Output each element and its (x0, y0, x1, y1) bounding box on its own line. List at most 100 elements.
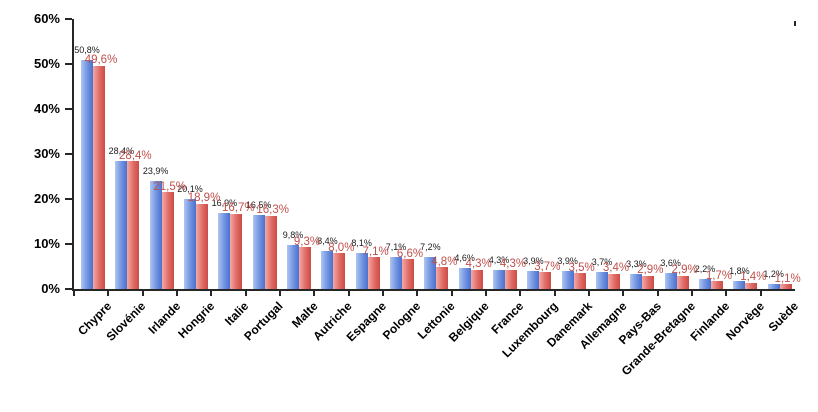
bar-red (505, 269, 517, 289)
value-label-red: 3,5% (568, 261, 595, 274)
bar-blue (664, 272, 677, 289)
value-label-blue: 28,4% (108, 146, 135, 157)
x-axis-label: Malte (288, 299, 321, 331)
value-label-blue: 23,9% (142, 166, 169, 177)
value-label-red: 21,5% (153, 180, 186, 193)
bar-red (573, 273, 586, 289)
y-axis-tick (65, 153, 72, 155)
y-axis-tick (65, 63, 72, 65)
bar-red (230, 213, 243, 289)
bar-blue (767, 283, 780, 289)
value-label-blue: 1,2% (763, 268, 784, 279)
value-label-red: 1,7% (705, 269, 733, 282)
x-axis-tick (382, 291, 384, 296)
bar-red (745, 282, 758, 289)
x-axis-tick (313, 291, 316, 296)
x-axis-tick (622, 291, 625, 296)
value-label-red: 2,9% (671, 264, 698, 277)
plot-area: 50,8% 49,6% Chypre 28,4% 28,4% Slovénie 23,9% 2… (65, 18, 801, 378)
value-label-red: 16,3% (256, 204, 289, 217)
value-label-blue: 7,2% (420, 241, 441, 252)
value-label-red: 2,9% (637, 264, 664, 277)
value-label-red: 3,4% (602, 262, 630, 275)
x-axis-tick (210, 291, 213, 296)
x-axis-label: Italie (222, 299, 252, 329)
y-axis-tick-label: 40% (33, 101, 60, 116)
bar-blue (149, 181, 162, 289)
value-label-red: 3,7% (534, 260, 561, 273)
bar-blue (561, 271, 574, 289)
bar-blue (218, 212, 231, 289)
value-label-red: 49,6% (84, 54, 118, 67)
y-axis-tick-label: 60% (33, 11, 60, 26)
value-label-blue: 9,8% (282, 229, 304, 240)
bar-blue (596, 272, 608, 289)
x-axis-tick (107, 291, 110, 296)
x-axis-tick (725, 291, 728, 296)
x-axis-label: Suède (765, 299, 801, 335)
bar-blue (424, 256, 437, 289)
x-axis-tick (347, 291, 350, 296)
value-label-blue: 4,3% (488, 254, 510, 265)
x-axis-tick (244, 291, 247, 296)
x-axis-tick (656, 291, 659, 296)
bar-red (299, 247, 311, 289)
y-axis-tick (65, 243, 72, 245)
value-label-blue: 20,1% (177, 183, 203, 194)
y-axis-tick-label: 10% (33, 236, 60, 251)
value-label-red: 16,7% (222, 202, 255, 215)
y-axis-tick-label: 50% (33, 56, 60, 71)
x-axis-tick (759, 291, 762, 296)
value-label-red: 7,1% (362, 245, 389, 258)
value-label-red: 9,3% (293, 235, 321, 248)
value-label-blue: 7,1% (385, 242, 407, 253)
value-label-blue: 2,2% (694, 264, 716, 275)
value-label-blue: 4,6% (454, 253, 475, 264)
bar-red (779, 284, 792, 289)
x-axis-tick (691, 291, 693, 296)
bar-red (93, 65, 105, 289)
value-label-red: 4,3% (499, 258, 527, 271)
value-label-blue: 3,9% (557, 256, 578, 267)
bar-red (608, 273, 620, 289)
bar-blue (287, 244, 299, 289)
bar-blue (699, 279, 711, 289)
bar-red (436, 267, 449, 289)
y-axis-tick (65, 108, 72, 110)
x-axis-tick (416, 291, 419, 296)
x-axis-tick (73, 291, 75, 296)
value-label-red: 18,9% (187, 192, 221, 205)
x-axis-tick (588, 291, 590, 296)
bar-red (539, 272, 552, 289)
bar-red (676, 275, 689, 289)
bar-red (196, 203, 208, 289)
bar-blue (630, 274, 643, 289)
bar-blue (252, 214, 265, 289)
bar-blue (115, 161, 128, 289)
value-label-blue: 50,8% (74, 45, 100, 56)
y-axis-tick (65, 198, 72, 200)
x-axis-tick (141, 291, 144, 296)
value-label-red: 6,6% (396, 247, 424, 260)
x-axis-tick (176, 291, 178, 296)
bar-blue (458, 268, 471, 289)
bar-blue (527, 271, 540, 289)
bar-blue (355, 252, 368, 289)
value-label-blue: 3,6% (660, 257, 681, 268)
bar-blue (321, 251, 334, 289)
bar-red (367, 257, 380, 289)
x-axis-tick (450, 291, 453, 296)
y-axis-tick-label: 0% (41, 281, 60, 296)
bar-blue (733, 280, 746, 289)
x-axis-tick (485, 291, 487, 296)
value-label-blue: 8,1% (351, 237, 372, 248)
bar-red (642, 275, 655, 289)
bar-red (333, 253, 346, 289)
y-axis-tick-label: 20% (33, 191, 60, 206)
bar-red (264, 215, 277, 289)
x-axis-label: Hongrie (175, 299, 218, 341)
value-label-blue: 3,3% (626, 259, 647, 270)
value-label-blue: 3,9% (523, 256, 544, 267)
x-axis-tick (553, 291, 556, 296)
